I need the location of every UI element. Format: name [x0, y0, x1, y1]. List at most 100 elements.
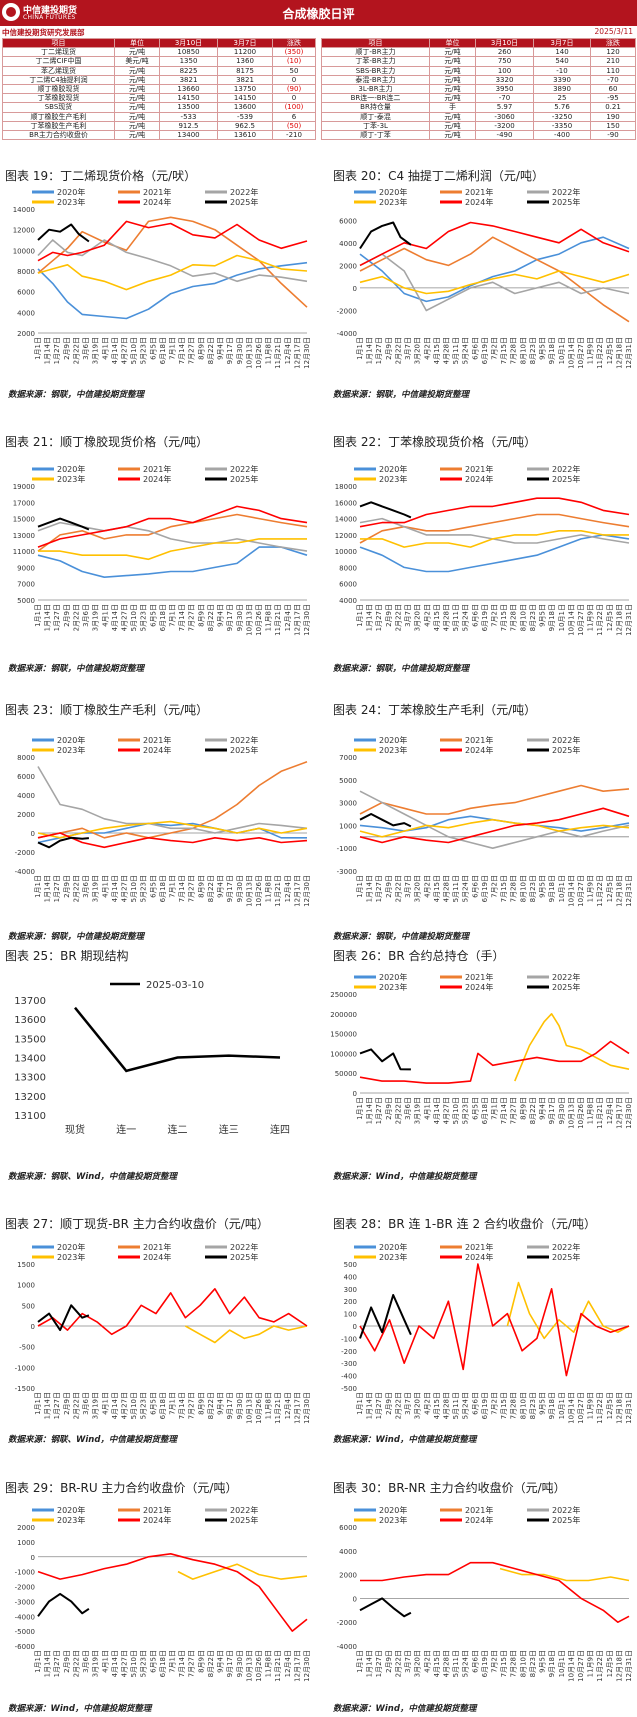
- x-tick-label: 12月4日: [284, 1392, 292, 1419]
- x-tick-label: 8月22日: [207, 1392, 215, 1419]
- y-tick-label: 5000: [17, 597, 35, 605]
- x-tick-label: 12月17日: [293, 1392, 301, 1424]
- x-tick-label: 7月1日: [169, 337, 177, 360]
- x-tick-label: 10月26日: [255, 1650, 263, 1682]
- x-tick-label: 4月15日: [433, 337, 441, 364]
- y-tick-label: 200: [344, 1298, 357, 1306]
- legend-label: 2023年: [379, 474, 407, 484]
- series-line-2025年: [359, 501, 412, 519]
- series-line-2024年: [37, 220, 308, 262]
- table-row: BR持仓量手 5.97 5.76 0.21: [321, 102, 636, 113]
- x-tick-label: 4月14日: [433, 1097, 441, 1124]
- legend-label: 2022年: [230, 464, 258, 474]
- x-tick-label: 4月2日: [423, 1650, 431, 1673]
- x-tick-label: 1月27日: [53, 1650, 61, 1677]
- series-line-2024年: [360, 1561, 630, 1623]
- table-row: 3L-BR主力 元/吨 3950 3890 60: [321, 83, 636, 95]
- x-tick-label: 2月22日: [72, 337, 80, 364]
- x-tick-label: 3月20日: [414, 875, 422, 902]
- table-cell: SBS现货: [2, 102, 115, 113]
- x-tick-label: 1月14日: [44, 875, 52, 902]
- y-tick-label: -2000: [15, 849, 35, 857]
- x-tick-label: 1月27日: [375, 1650, 383, 1677]
- x-tick-label: 7月14日: [178, 604, 186, 631]
- chart-29-br-ru-spread: 2020年 2021年 2022年 2023年 2024年 2025年 -6000 -5000…: [15, 1505, 311, 1682]
- x-tick-label: 9月18日: [548, 337, 556, 364]
- series-line-2021年: [37, 761, 308, 839]
- table-cell: 3320: [475, 74, 534, 85]
- chart-19-source: 数据来源：钢联，中信建投期货整理: [8, 390, 145, 400]
- x-tick-label: 4月28日: [442, 1650, 450, 1677]
- x-tick-label: 9月18日: [548, 875, 556, 902]
- x-tick-label: 12月18日: [615, 1650, 623, 1682]
- x-tick-label: 7月28日: [510, 1392, 518, 1419]
- x-tick-label: 10月14日: [567, 604, 575, 636]
- legend-label: 2025年: [230, 1252, 258, 1262]
- table-cell: 10850: [159, 47, 218, 58]
- x-tick-label: 8月23日: [529, 1392, 537, 1419]
- x-tick-label: 12月4日: [606, 1097, 614, 1124]
- x-tick-label: 1月1日: [356, 604, 364, 627]
- x-tick-label: 5月23日: [140, 604, 148, 631]
- x-tick-label: 8月22日: [529, 1097, 537, 1124]
- table-cell: 0: [272, 93, 316, 104]
- x-tick-label: 9月18日: [548, 1650, 556, 1677]
- legend-label: 2023年: [379, 982, 407, 992]
- y-tick-label: -4000: [337, 330, 357, 338]
- x-tick-label: 12月5日: [606, 1392, 614, 1419]
- series-line-2020年: [359, 534, 630, 573]
- legend-label: 2025年: [552, 745, 580, 755]
- table-cell: BR主力合约收盘价: [2, 129, 115, 141]
- x-tick-label: 8月23日: [529, 875, 537, 902]
- series-line-2025年: [37, 223, 90, 243]
- x-tick-label: 11月9日: [587, 604, 595, 631]
- x-tick-label: 5月10日: [130, 337, 138, 364]
- x-tick-label: 3月19日: [92, 604, 100, 631]
- legend-label: 2023年: [57, 197, 85, 207]
- y-tick-label: 0: [31, 830, 35, 838]
- series-line-2024年: [37, 832, 308, 849]
- x-tick-label: 1月27日: [375, 337, 383, 364]
- legend-label: 2021年: [143, 1242, 171, 1252]
- x-tick-label: 9月17日: [226, 1392, 234, 1419]
- legend-label: 2021年: [465, 187, 493, 197]
- table-row: 丁二烯C4抽提利润 元/吨 3821 3821 0: [2, 74, 316, 85]
- table-cell: -210: [272, 129, 316, 141]
- table-cell: 120: [590, 47, 636, 58]
- x-tick-label: 10月26日: [255, 875, 263, 907]
- x-tick-label: 7月1日: [491, 1097, 499, 1120]
- x-tick-label: 4月14日: [111, 337, 119, 364]
- table-cell: 顺丁-泰混: [321, 111, 430, 122]
- table-header-cell: 3月7日: [217, 37, 273, 49]
- x-tick-label: 5月10日: [130, 1650, 138, 1677]
- x-tick-label: 2月9日: [385, 337, 393, 360]
- x-tick-label: 8月9日: [197, 1392, 205, 1415]
- x-tick-label: 6月6日: [471, 875, 479, 898]
- table-cell: -70: [475, 93, 534, 104]
- x-tick-label: 5月23日: [140, 337, 148, 364]
- y-tick-label: 7000: [339, 754, 357, 762]
- x-tick-label: 1月1日: [34, 1650, 42, 1673]
- x-tick-label: 4月1日: [101, 337, 109, 360]
- y-tick-label: -4000: [337, 1643, 357, 1651]
- x-tick-label: 1月14日: [366, 604, 374, 631]
- x-tick-label: 6月18日: [159, 1392, 167, 1419]
- legend-label: 2021年: [143, 735, 171, 745]
- x-tick-label: 7月15日: [500, 875, 508, 902]
- x-tick-label: 8月10日: [519, 1392, 527, 1419]
- x-tick-label: 8月22日: [207, 337, 215, 364]
- x-tick-label: 10月26日: [255, 604, 263, 636]
- x-tick-label: 1月1日: [356, 875, 364, 898]
- y-tick-label: 300: [344, 1286, 357, 1294]
- y-tick-label: 17000: [13, 499, 35, 507]
- chart-22-sbr-spot-price: 2020年 2021年 2022年 2023年 2024年 2025年 4000 6000 80…: [335, 464, 633, 636]
- y-tick-label: 10000: [335, 548, 357, 556]
- x-tick-label: 7月2日: [491, 1392, 499, 1415]
- x-tick-label: 9月30日: [236, 875, 244, 902]
- y-tick-label: 3000: [339, 800, 357, 808]
- x-tick-label: 11月22日: [596, 1650, 604, 1682]
- table-cell: 3950: [475, 83, 534, 95]
- x-tick-label: 6月6日: [471, 1392, 479, 1415]
- x-tick-label: 3月7日: [404, 1392, 412, 1415]
- x-tick-label: 9月5日: [539, 337, 547, 360]
